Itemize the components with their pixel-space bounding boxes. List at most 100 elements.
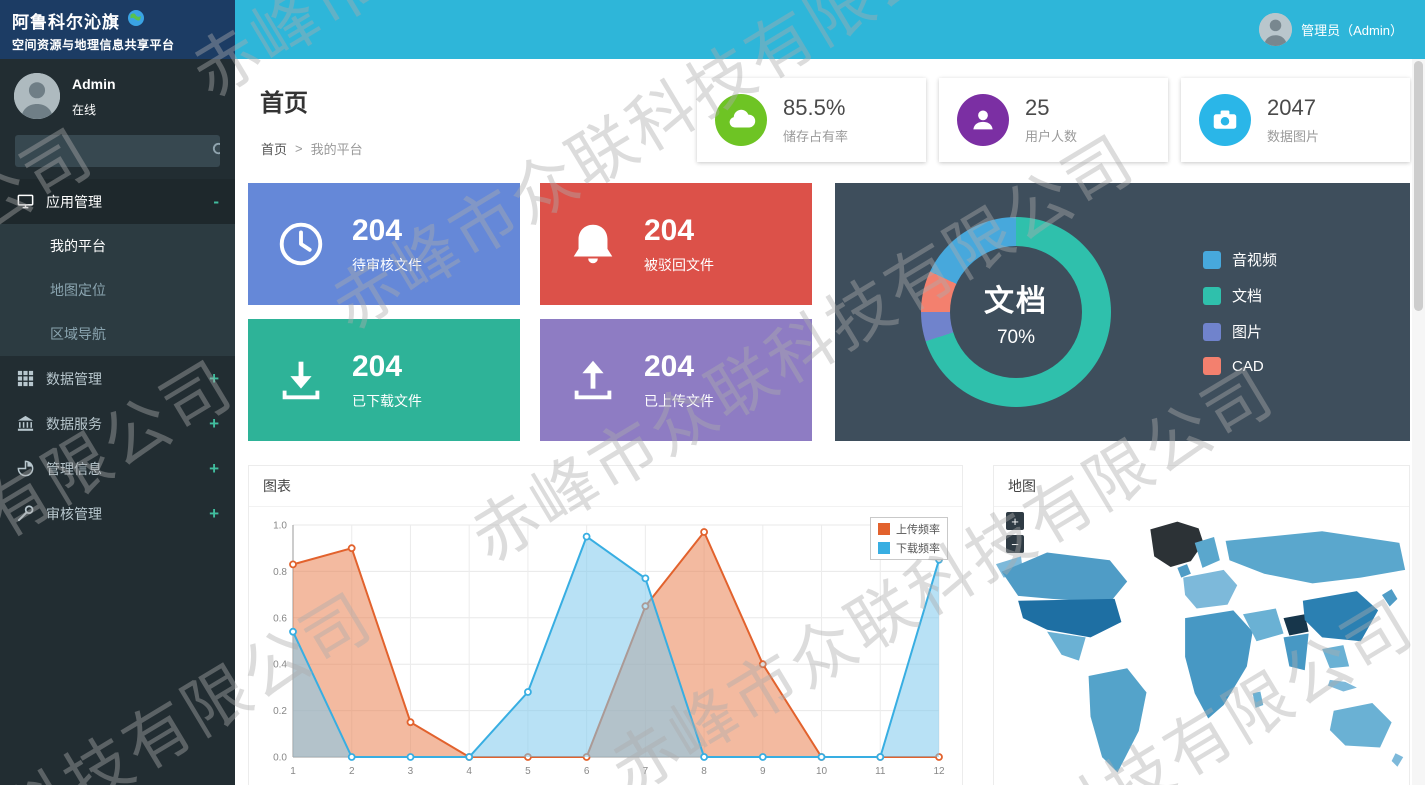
donut-center: 文档 70% xyxy=(950,246,1082,378)
scrollbar-thumb[interactable] xyxy=(1414,61,1423,311)
svg-text:10: 10 xyxy=(816,766,828,777)
stat-label: 数据图片 xyxy=(1267,129,1320,144)
map-panel: 地图 + − xyxy=(993,465,1410,785)
line-chart-svg: 0.00.20.40.60.81.01 2 3 4 5 6 7 8 9 10 11 12 xyxy=(273,521,945,778)
document-ratio-panel: 文档 70% 音视频 文档 图片 CAD xyxy=(835,183,1410,441)
sidebar-subitem-region-nav[interactable]: 区域导航 xyxy=(50,326,106,342)
user-avatar xyxy=(1259,13,1293,46)
svg-text:7: 7 xyxy=(643,766,649,777)
camera-icon xyxy=(1199,94,1251,146)
svg-text:0.8: 0.8 xyxy=(273,567,287,578)
sidebar-subitem-my-platform[interactable]: 我的平台 xyxy=(50,238,106,254)
legend-label: 图片 xyxy=(1232,324,1263,341)
svg-text:2: 2 xyxy=(349,766,355,777)
legend-label: 文档 xyxy=(1232,288,1263,305)
sidebar-item-review-management[interactable]: 审核管理 + xyxy=(0,491,235,536)
topbar-user-menu[interactable]: 管理员（Admin） xyxy=(1259,0,1403,59)
expand-toggle[interactable]: + xyxy=(209,414,219,433)
world-map[interactable] xyxy=(994,504,1409,785)
map-china xyxy=(1302,591,1379,642)
search-input[interactable] xyxy=(15,135,211,167)
legend-label: 上传频率 xyxy=(896,524,940,536)
sidebar-item-data-management[interactable]: 数据管理 + xyxy=(0,356,235,401)
tile-uploaded: 204 已上传文件 xyxy=(540,319,812,441)
donut-legend: 音视频 文档 图片 CAD xyxy=(1203,249,1277,375)
search-icon xyxy=(211,141,220,161)
info-tiles: 204 待审核文件 204 被驳回文件 204 已下载文件 xyxy=(248,183,812,441)
legend-item-download-rate[interactable]: 下载频率 xyxy=(878,540,940,556)
map-russia xyxy=(1225,531,1406,584)
tile-pending-review: 204 待审核文件 xyxy=(248,183,520,305)
stat-card-storage: 85.5% 储存占有率 xyxy=(697,78,926,162)
expand-toggle[interactable]: + xyxy=(209,504,219,523)
sidebar-user-name: Admin xyxy=(72,76,116,92)
legend-swatch xyxy=(878,523,890,535)
map-dark-country xyxy=(1283,614,1309,636)
stat-value: 85.5% xyxy=(783,95,846,120)
sidebar-item-app-management[interactable]: 应用管理 - xyxy=(0,179,235,224)
legend-item-upload-rate[interactable]: 上传频率 xyxy=(878,521,940,537)
user-icon xyxy=(957,94,1009,146)
map-mexico xyxy=(1047,631,1086,661)
svg-text:0.6: 0.6 xyxy=(273,613,287,624)
breadcrumb-home[interactable]: 首页 xyxy=(261,142,288,157)
svg-text:0.2: 0.2 xyxy=(273,706,287,717)
main-content: 首页 首页 > 我的平台 85.5% 储存占有率 25 用户人数 xyxy=(235,59,1425,785)
stat-label: 储存占有率 xyxy=(783,129,849,144)
map-canada xyxy=(1001,552,1128,603)
grid-icon xyxy=(16,369,35,388)
legend-label: 下载频率 xyxy=(896,543,940,555)
map-greenland xyxy=(1150,521,1204,567)
map-scandinavia xyxy=(1194,537,1220,568)
zoom-in-button[interactable]: + xyxy=(1006,512,1024,530)
search-button[interactable] xyxy=(211,135,220,167)
legend-label: CAD xyxy=(1232,357,1264,375)
wrench-icon xyxy=(16,504,35,523)
svg-text:5: 5 xyxy=(525,766,531,777)
map-madagascar xyxy=(1252,691,1264,708)
map-se-asia xyxy=(1322,645,1350,669)
legend-item-cad[interactable]: CAD xyxy=(1203,357,1277,375)
expand-toggle[interactable]: + xyxy=(209,369,219,388)
legend-item-image[interactable]: 图片 xyxy=(1203,321,1277,342)
zoom-out-button[interactable]: − xyxy=(1006,535,1024,553)
stat-value: 25 xyxy=(1025,95,1050,120)
svg-text:6: 6 xyxy=(584,766,590,777)
legend-swatch xyxy=(1203,286,1221,305)
brand-block: 阿鲁科尔沁旗 空间资源与地理信息共享平台 xyxy=(0,0,235,59)
legend-item-document[interactable]: 文档 xyxy=(1203,285,1277,306)
map-indonesia xyxy=(1327,679,1357,692)
donut-chart: 文档 70% xyxy=(921,217,1111,407)
stat-cards: 85.5% 储存占有率 25 用户人数 2047 数据图片 xyxy=(697,78,1410,162)
menu-label: 应用管理 xyxy=(46,193,102,210)
tile-value: 204 xyxy=(352,349,403,383)
page-title: 首页 xyxy=(260,90,308,117)
topbar-user-label: 管理员（Admin） xyxy=(1301,23,1403,38)
svg-text:3: 3 xyxy=(408,766,414,777)
collapse-toggle[interactable]: - xyxy=(213,192,219,211)
stat-value: 2047 xyxy=(1267,95,1316,120)
map-australia xyxy=(1329,703,1392,748)
page-scrollbar xyxy=(1412,59,1425,785)
top-header: 阿鲁科尔沁旗 空间资源与地理信息共享平台 管理员（Admin） xyxy=(0,0,1425,59)
expand-toggle[interactable]: + xyxy=(209,459,219,478)
tile-label: 待审核文件 xyxy=(352,256,422,273)
sidebar-submenu: 我的平台 地图定位 区域导航 xyxy=(0,224,235,356)
map-africa xyxy=(1185,610,1253,719)
sidebar-item-management-info[interactable]: 管理信息 + xyxy=(0,446,235,491)
sidebar-subitem-map-locate[interactable]: 地图定位 xyxy=(50,282,106,298)
legend-swatch xyxy=(878,542,890,554)
legend-swatch xyxy=(1203,357,1221,375)
legend-item-audio-video[interactable]: 音视频 xyxy=(1203,249,1277,270)
upload-icon xyxy=(566,353,620,407)
map-uk xyxy=(1177,564,1191,578)
chart-panel-title: 图表 xyxy=(249,466,962,507)
brand-title: 阿鲁科尔沁旗 xyxy=(12,13,120,32)
tile-downloaded: 204 已下载文件 xyxy=(248,319,520,441)
map-zoom-controls: + − xyxy=(1006,512,1024,553)
sidebar-item-data-service[interactable]: 数据服务 + xyxy=(0,401,235,446)
tile-value: 204 xyxy=(644,213,695,247)
sidebar-avatar xyxy=(14,73,60,119)
svg-text:1.0: 1.0 xyxy=(273,521,287,532)
sidebar-search xyxy=(15,135,220,167)
